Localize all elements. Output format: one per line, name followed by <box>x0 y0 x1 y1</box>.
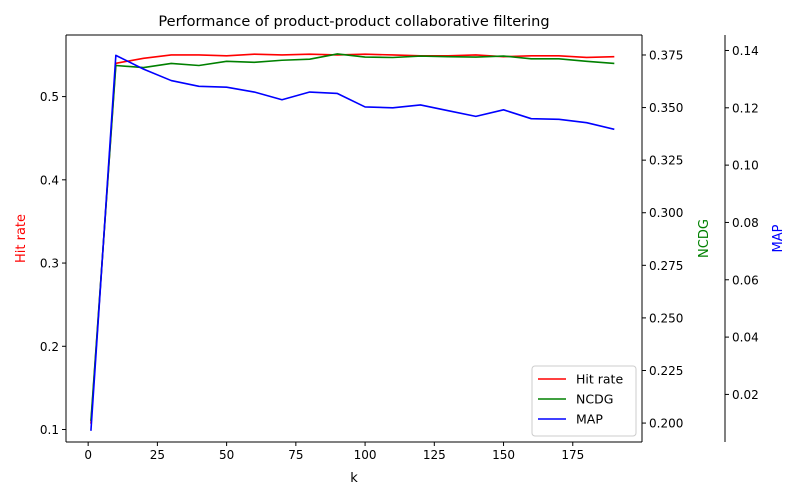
x-tick-label: 50 <box>219 448 234 462</box>
x-tick-label: 125 <box>423 448 446 462</box>
map-tick-label: 0.14 <box>732 44 759 58</box>
map-axis-label: MAP <box>771 224 786 252</box>
ncdg-tick-label: 0.275 <box>649 259 683 273</box>
ncdg-tick-label: 0.250 <box>649 311 683 325</box>
x-tick-label: 0 <box>84 448 92 462</box>
hit-tick-label: 0.5 <box>40 90 59 104</box>
chart-title: Performance of product-product collabora… <box>158 14 549 30</box>
hit-tick-label: 0.3 <box>40 257 59 271</box>
series-line-map <box>90 54 615 431</box>
x-tick-label: 175 <box>561 448 584 462</box>
ncdg-tick-label: 0.375 <box>649 48 683 62</box>
x-tick-label: 150 <box>492 448 515 462</box>
map-tick-label: 0.12 <box>732 101 759 115</box>
series-line-hit-rate <box>90 53 615 424</box>
map-tick-label: 0.06 <box>732 273 759 287</box>
hit-tick-label: 0.1 <box>40 423 59 437</box>
hit-axis-label: Hit rate <box>14 214 29 263</box>
ncdg-tick-label: 0.200 <box>649 417 683 431</box>
map-tick-label: 0.08 <box>732 216 759 230</box>
x-tick-label: 100 <box>354 448 377 462</box>
x-tick-label: 25 <box>150 448 165 462</box>
ncdg-tick-label: 0.325 <box>649 154 683 168</box>
hit-tick-label: 0.2 <box>40 340 59 354</box>
series-line-ncdg <box>90 53 615 422</box>
ncdg-axis-label: NCDG <box>697 219 712 258</box>
legend-label: MAP <box>576 412 603 427</box>
x-axis-label: k <box>350 471 358 486</box>
map-tick-label: 0.10 <box>732 159 759 173</box>
hit-tick-label: 0.4 <box>40 173 59 187</box>
ncdg-tick-label: 0.225 <box>649 364 683 378</box>
map-tick-label: 0.02 <box>732 388 759 402</box>
ncdg-tick-label: 0.300 <box>649 206 683 220</box>
ncdg-tick-label: 0.350 <box>649 101 683 115</box>
legend-label: Hit rate <box>576 372 623 387</box>
x-tick-label: 75 <box>288 448 303 462</box>
legend-label: NCDG <box>576 392 613 407</box>
map-tick-label: 0.04 <box>732 331 759 345</box>
